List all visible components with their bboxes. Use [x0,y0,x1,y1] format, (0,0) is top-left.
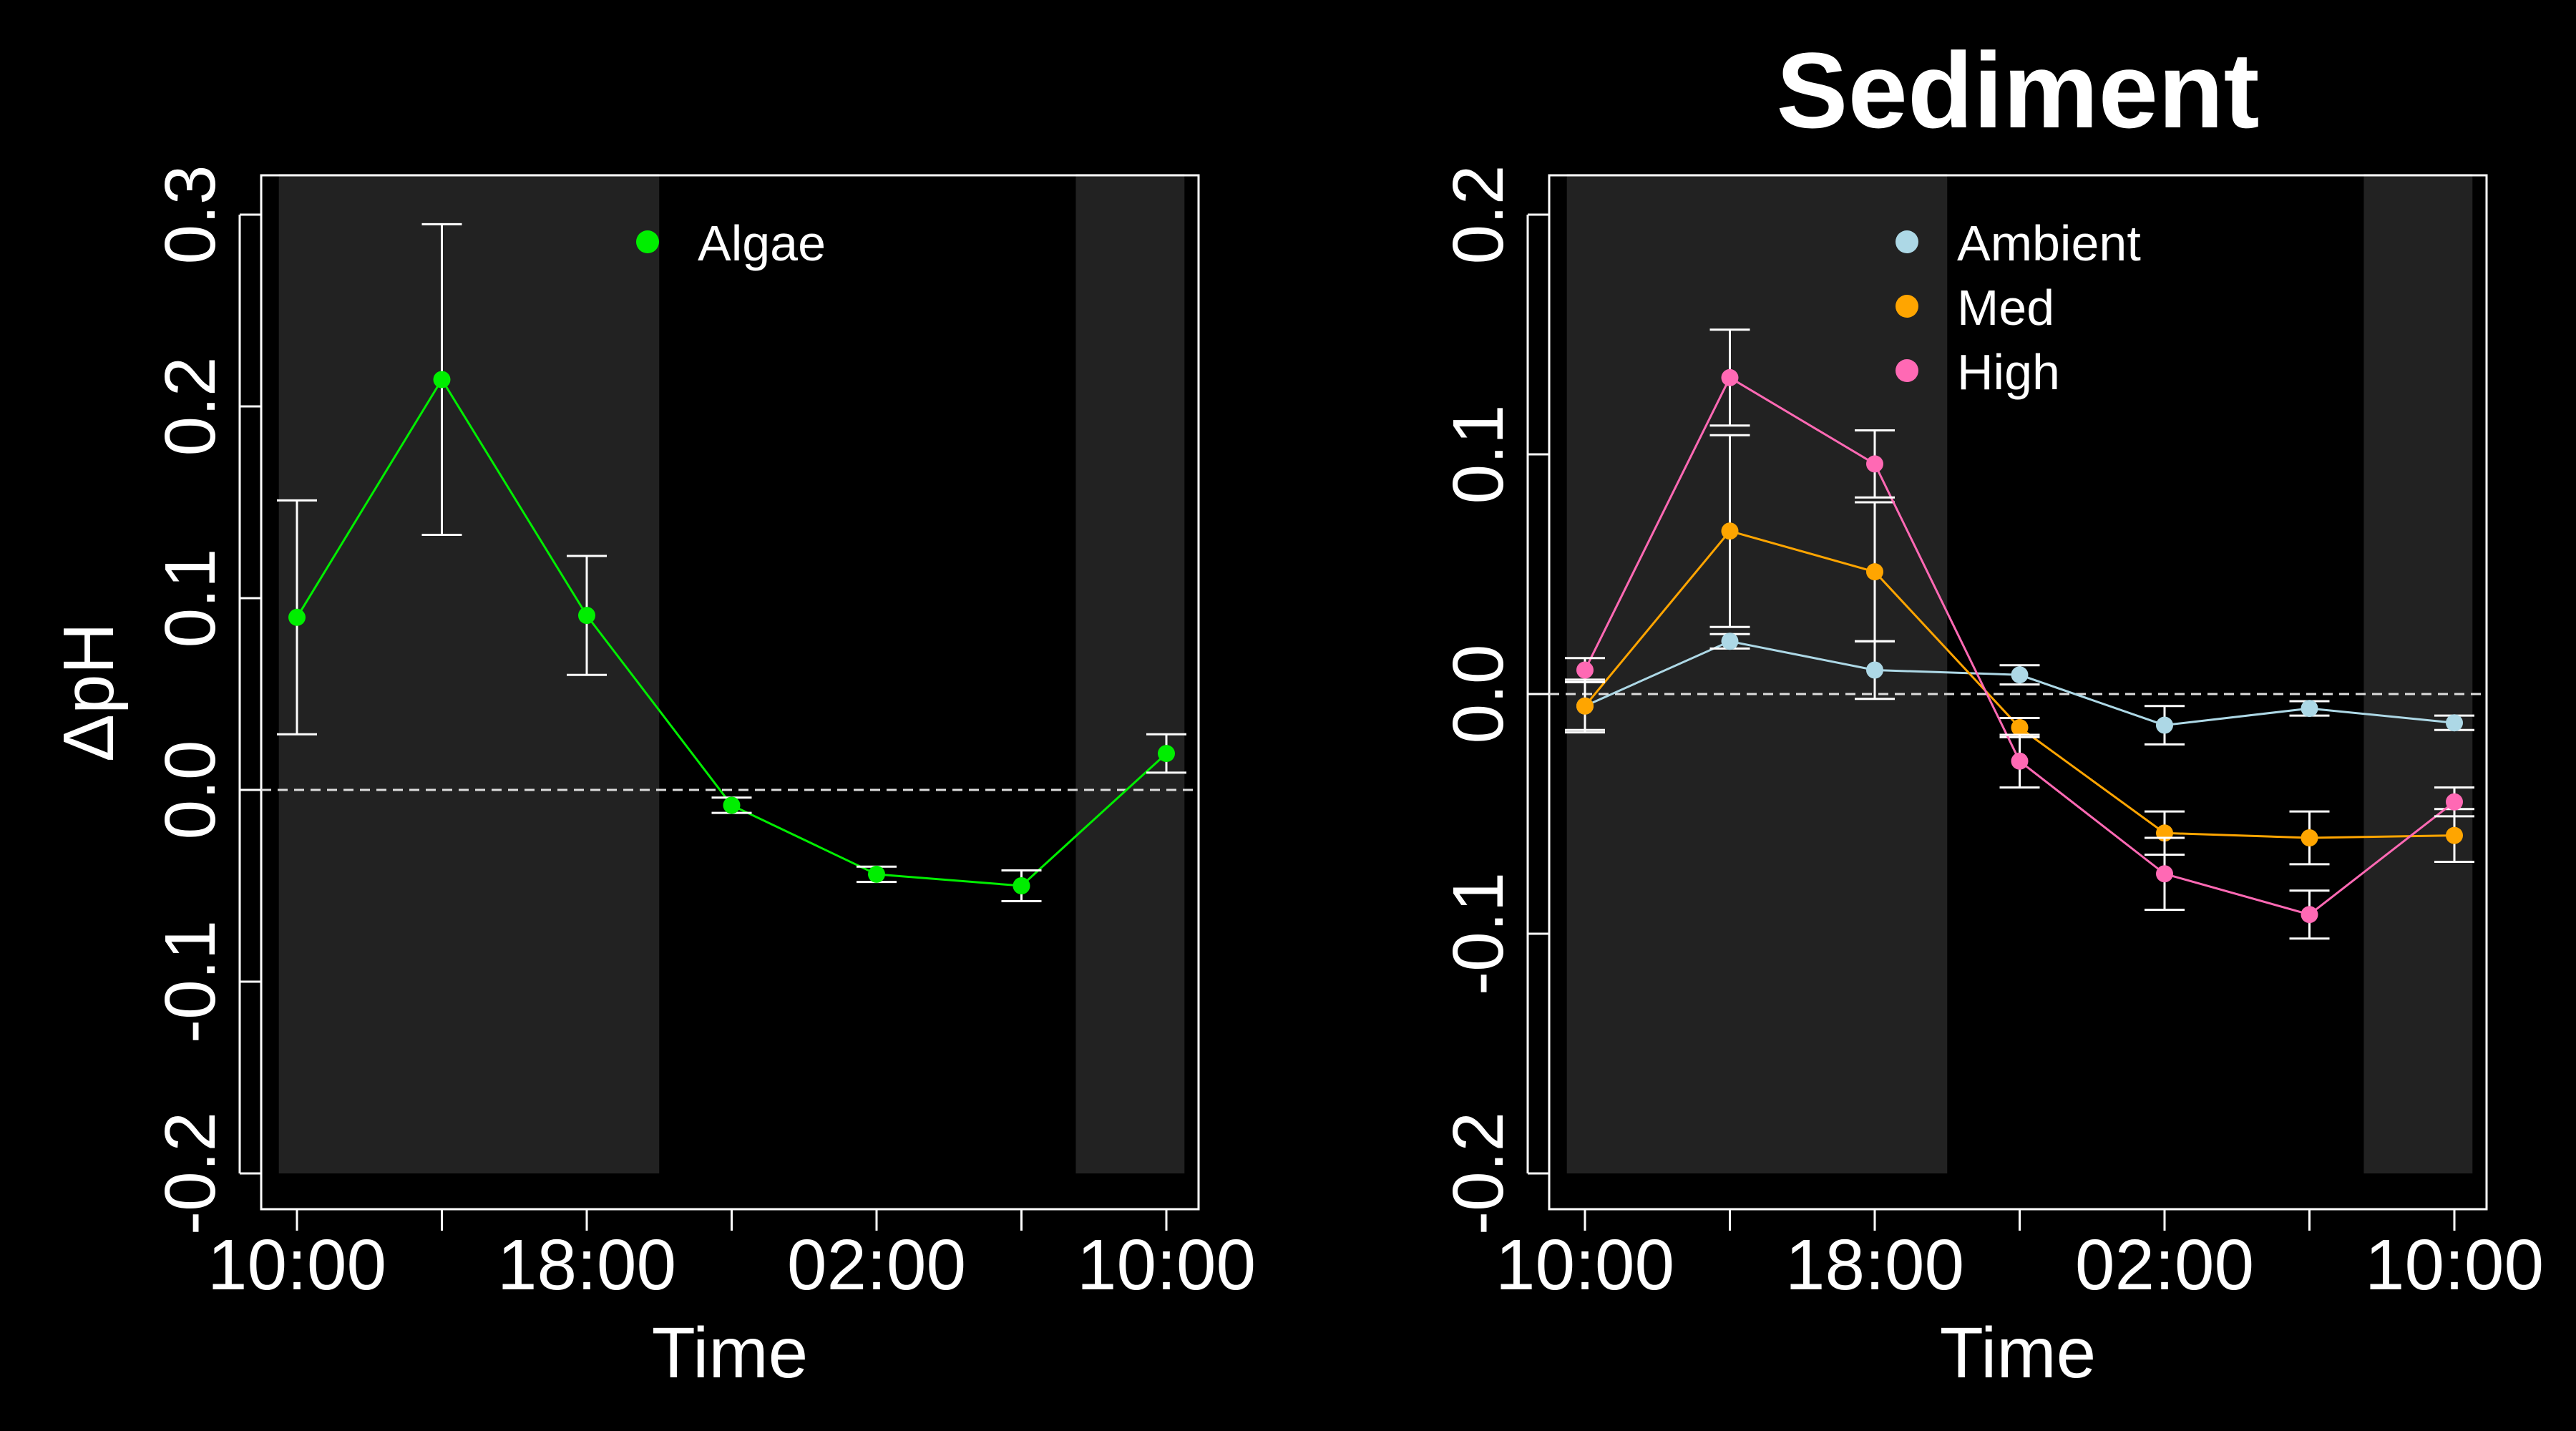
series-line-segment [1873,463,2021,762]
day-shading-0 [278,174,660,1173]
day-shading-1 [1075,174,1185,1173]
y-tick-label: 0.1 [150,548,230,648]
data-point [2446,826,2463,844]
x-tick-label: 18:00 [497,1225,676,1305]
y-axis-label: ΔpH [49,622,129,762]
y-tick-label: -0.1 [1438,872,1518,995]
series-line-segment [1020,752,1168,887]
data-point [2156,716,2173,734]
series-algae [277,223,1186,902]
data-point [1158,745,1175,763]
series-line-segment [2019,673,2165,726]
legend-label: Ambient [1957,215,2141,271]
series-line-segment [876,873,1022,887]
x-tick-label: 10:00 [1496,1225,1674,1305]
series-line-segment [2308,801,2455,916]
chart-title: Sediment [1776,30,2259,150]
series-line-segment [1729,640,1875,671]
legend-marker [1896,359,1918,382]
data-point [433,371,451,389]
data-point [2446,714,2463,732]
series-line-segment [731,804,877,876]
day-shading-0 [1566,174,1948,1173]
series-line-segment [1584,377,1731,671]
y-tick-label: 0.2 [1438,165,1518,264]
series-line-segment [1874,669,2020,676]
y-tick-label: 0.2 [150,356,230,456]
legend-label: Med [1957,280,2054,336]
y-tick-label: -0.2 [150,1112,230,1235]
series-line-segment [2019,726,2165,834]
series-line-segment [2164,707,2310,727]
sediment-panel: -0.2 -0.1 0.0 0.1 0.2 10:00 18:00 02:00 10:00 Tim… [1438,30,2544,1393]
legend-marker [1896,295,1918,318]
plot-frame [1548,174,2488,1211]
data-point [868,865,885,883]
series-line-segment [2164,831,2310,839]
series-line-segment [2019,760,2165,875]
legend-label: Algae [698,215,826,271]
series-high [1565,328,2474,940]
series-line-segment [1584,640,1731,708]
data-point [2301,829,2318,846]
series-line-segment [1584,530,1731,707]
data-point [1013,877,1030,894]
data-point [2011,718,2029,736]
series-line-segment [1873,571,2021,728]
series-med [1565,434,2474,866]
x-tick-label: 10:00 [208,1225,386,1305]
data-point [288,608,306,626]
series-line-segment [441,378,588,616]
data-point [1721,368,1739,386]
data-point [2301,906,2318,924]
y-tick-label: 0.1 [1438,404,1518,504]
series-line-segment [2309,834,2455,839]
legend-marker [1896,230,1918,253]
y-tick-label: 0.3 [150,165,230,264]
y-tick-label: 0.0 [150,740,230,839]
data-point [1866,455,1883,473]
y-tick-label: 0.0 [1438,644,1518,743]
y-tick-label: -0.1 [150,920,230,1043]
series-line-segment [585,615,733,806]
legend-label: High [1957,344,2060,400]
day-shading-1 [2363,174,2473,1173]
x-axis-label: Time [652,1313,809,1393]
data-point [1576,697,1594,715]
legend-marker [636,230,659,253]
data-point [1721,522,1739,540]
series-line-segment [2309,707,2455,724]
x-tick-label: 10:00 [1077,1225,1256,1305]
algae-panel: -0.2 -0.1 0.0 0.1 0.2 0.3 10:00 18:00 02:00 10:00… [49,165,1256,1393]
data-point [1576,661,1594,679]
x-tick-label: 18:00 [1785,1225,1964,1305]
data-point [2446,793,2463,811]
plot-frame [260,174,1200,1211]
x-tick-label: 10:00 [2365,1225,2544,1305]
series-line-segment [1729,529,1875,573]
x-axis-label: Time [1940,1313,2097,1393]
series-line-segment [1729,376,1875,465]
data-point [1866,661,1883,679]
data-point [2301,700,2318,718]
series-line-segment [2164,872,2310,916]
x-tick-label: 02:00 [2075,1225,2254,1305]
series-line-segment [296,378,443,618]
data-point [2011,666,2029,684]
data-point [723,796,741,814]
data-point [1866,563,1883,581]
data-point [2011,752,2029,770]
data-point [1721,633,1739,650]
data-point [2156,865,2173,883]
data-point [578,607,595,625]
x-tick-label: 02:00 [787,1225,966,1305]
y-tick-label: -0.2 [1438,1112,1518,1235]
